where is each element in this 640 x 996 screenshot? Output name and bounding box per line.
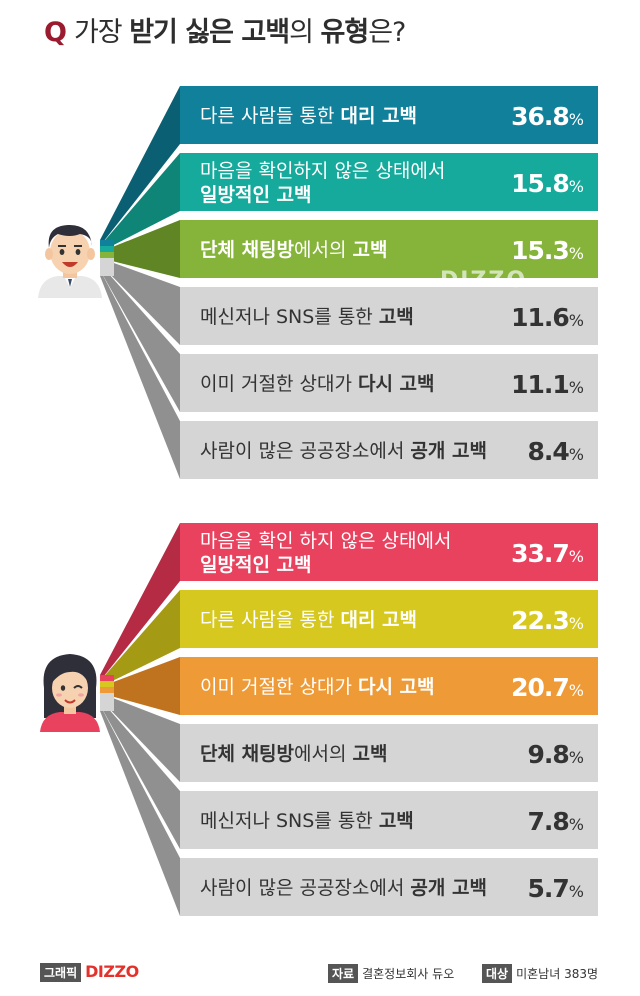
- connector-wedge: [100, 699, 180, 849]
- value-label: 15.3%: [511, 236, 584, 265]
- value-label: 5.7%: [528, 874, 585, 903]
- title-part: 가장: [73, 17, 130, 48]
- bar-label: 사람이 많은 공공장소에서 공개 고백: [200, 877, 487, 899]
- connector-wedge: [100, 270, 180, 479]
- value-label: 33.7%: [511, 539, 584, 568]
- hub-swatch: [100, 675, 114, 681]
- bar-label: 마음을 확인하지 않은 상태에서: [200, 160, 445, 182]
- bar-label: 일방적인 고백: [200, 554, 312, 576]
- title-bold: 유형: [320, 17, 370, 48]
- value-label: 20.7%: [511, 673, 584, 702]
- page-title: Q 가장 받기 싫은 고백의 유형은?: [44, 10, 406, 49]
- bar-label: 메신저나 SNS를 통한 고백: [200, 810, 414, 832]
- graphic-tag: 그래픽: [40, 963, 82, 982]
- hub-swatch: [100, 240, 114, 246]
- dizzo-logo: DIZZO: [85, 962, 139, 981]
- target-text: 미혼남녀 383명: [516, 967, 599, 981]
- hub-swatch: [100, 705, 114, 711]
- hub-swatch: [100, 699, 114, 705]
- connector-wedge: [100, 657, 180, 715]
- bar-label: 마음을 확인 하지 않은 상태에서: [200, 530, 451, 552]
- bar: [180, 523, 598, 581]
- target-tag: 대상: [482, 964, 513, 983]
- connector-wedge: [100, 220, 180, 278]
- bar: [180, 858, 598, 916]
- connector-wedge: [100, 264, 180, 412]
- title-part: 의: [289, 17, 321, 48]
- connector-wedge: [100, 86, 180, 246]
- value-label: 36.8%: [511, 102, 584, 131]
- watermark: DIZZO: [440, 268, 528, 293]
- connector-wedge: [100, 523, 180, 681]
- value-label: 11.6%: [511, 303, 584, 332]
- source-text: 결혼정보회사 듀오: [362, 967, 455, 981]
- hub-swatch: [100, 681, 114, 687]
- bar-label: 일방적인 고백: [200, 184, 312, 206]
- connector-wedge: [100, 153, 180, 252]
- value-label: 7.8%: [528, 807, 585, 836]
- target-credit: 대상 미혼남녀 383명: [482, 964, 598, 983]
- bar: [180, 421, 598, 479]
- value-label: 22.3%: [511, 606, 584, 635]
- value-label: 11.1%: [511, 370, 584, 399]
- bar-label: 단체 채팅방에서의 고백: [200, 239, 387, 261]
- hub-swatch: [100, 264, 114, 270]
- bar: [180, 657, 598, 715]
- hub-swatch: [100, 246, 114, 252]
- bar-label: 다른 사람들 통한 대리 고백: [200, 105, 417, 127]
- connector-wedge: [100, 705, 180, 916]
- bar: [180, 354, 598, 412]
- graphic-credit: 그래픽 DIZZO: [40, 962, 139, 982]
- bar-label: 메신저나 SNS를 통한 고백: [200, 306, 414, 328]
- bar: [180, 590, 598, 648]
- female-avatar-icon: [40, 654, 100, 732]
- male-avatar-icon: [38, 224, 102, 298]
- bar: [180, 86, 598, 144]
- title-bold: 받기 싫은 고백: [129, 17, 290, 48]
- source-credit: 자료 결혼정보회사 듀오: [328, 964, 454, 983]
- connector-wedge: [100, 258, 180, 345]
- bar: [180, 153, 598, 211]
- bar-label: 다른 사람을 통한 대리 고백: [200, 609, 417, 631]
- bar: [180, 220, 598, 278]
- source-tag: 자료: [328, 964, 359, 983]
- value-label: 9.8%: [528, 740, 585, 769]
- hub-swatch: [100, 252, 114, 258]
- connector-wedge: [100, 590, 180, 687]
- male-chart: 다른 사람들 통한 대리 고백 36.8% 마음을 확인하지 않은 상태에서일방적인…: [100, 86, 598, 479]
- hub-swatch: [100, 693, 114, 699]
- bar-label: 이미 거절한 상대가 다시 고백: [200, 373, 435, 395]
- bar-label: 사람이 많은 공공장소에서 공개 고백: [200, 440, 487, 462]
- value-label: 8.4%: [528, 437, 585, 466]
- value-label: 15.8%: [511, 169, 584, 198]
- hub-swatch: [100, 270, 114, 276]
- bar-label: 단체 채팅방에서의 고백: [200, 743, 387, 765]
- question-mark-label: Q: [44, 17, 67, 48]
- bar: [180, 287, 598, 345]
- title-part: 은?: [368, 17, 406, 48]
- bar: [180, 724, 598, 782]
- connector-wedge: [100, 693, 180, 782]
- hub-swatch: [100, 687, 114, 693]
- bar: [180, 791, 598, 849]
- hub-swatch: [100, 258, 114, 264]
- bar-label: 이미 거절한 상대가 다시 고백: [200, 676, 435, 698]
